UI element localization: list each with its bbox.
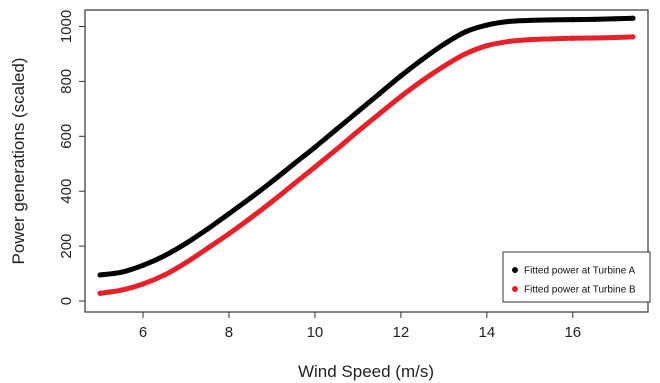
data-point-turbine-b — [548, 36, 554, 42]
x-tick-label: 14 — [478, 324, 495, 341]
y-tick-label: 600 — [58, 124, 75, 149]
x-axis: 6 8 10 12 14 16 — [139, 312, 581, 341]
data-point-turbine-a — [333, 126, 340, 133]
data-point-turbine-a — [462, 29, 468, 35]
data-point-turbine-b — [333, 146, 340, 153]
data-point-turbine-b — [204, 245, 211, 251]
data-point-turbine-b — [140, 281, 146, 287]
data-point-turbine-b — [527, 37, 533, 43]
data-point-turbine-a — [161, 253, 168, 259]
data-point-turbine-a — [419, 56, 425, 63]
legend: Fitted power at Turbine A Fitted power a… — [502, 251, 651, 303]
data-point-turbine-b — [591, 35, 597, 41]
data-point-turbine-a — [355, 108, 361, 115]
data-point-turbine-a — [247, 195, 254, 201]
data-point-turbine-b — [613, 34, 619, 41]
data-point-turbine-a — [183, 240, 189, 246]
y-tick-label: 0 — [58, 297, 75, 305]
legend-marker-turbine-a — [512, 267, 518, 273]
data-point-turbine-b — [376, 111, 382, 117]
legend-label-turbine-a: Fitted power at Turbine A — [524, 266, 636, 277]
x-tick-label: 16 — [564, 324, 581, 341]
y-tick-label: 800 — [58, 69, 75, 94]
data-point-turbine-b — [290, 181, 297, 187]
data-point-turbine-a — [570, 17, 576, 23]
y-tick-label: 200 — [58, 234, 75, 259]
data-point-turbine-b — [183, 259, 189, 266]
data-point-turbine-b — [630, 34, 636, 40]
data-point-turbine-a — [312, 144, 318, 150]
data-point-turbine-a — [290, 161, 297, 167]
data-point-turbine-a — [118, 269, 125, 275]
data-point-turbine-b — [161, 272, 168, 278]
data-point-turbine-b — [462, 51, 468, 57]
data-point-turbine-a — [630, 15, 636, 21]
data-point-turbine-a — [269, 178, 275, 185]
data-point-turbine-b — [484, 43, 490, 49]
data-point-turbine-b — [97, 290, 103, 296]
series-layer — [97, 15, 636, 296]
y-tick-label: 400 — [58, 179, 75, 204]
data-point-turbine-b — [505, 38, 511, 45]
data-point-turbine-b — [570, 35, 576, 41]
data-point-turbine-a — [140, 262, 146, 268]
data-point-turbine-b — [419, 77, 425, 84]
y-axis-label: Power generations (scaled) — [9, 58, 28, 265]
y-tick-label: 1000 — [58, 10, 75, 43]
data-point-turbine-b — [226, 231, 232, 237]
data-point-turbine-a — [613, 16, 619, 22]
x-tick-label: 10 — [307, 324, 324, 341]
data-point-turbine-a — [441, 41, 447, 47]
data-point-turbine-a — [226, 211, 232, 217]
data-point-turbine-b — [441, 63, 447, 69]
x-tick-label: 12 — [393, 324, 410, 341]
legend-box — [502, 251, 651, 303]
data-point-turbine-b — [355, 128, 361, 134]
data-point-turbine-b — [312, 164, 318, 170]
x-axis-label: Wind Speed (m/s) — [298, 362, 434, 381]
data-point-turbine-a — [204, 226, 211, 232]
data-point-turbine-a — [505, 18, 511, 25]
legend-marker-turbine-b — [512, 286, 518, 292]
data-point-turbine-a — [398, 73, 404, 79]
data-point-turbine-a — [527, 17, 533, 24]
data-point-turbine-b — [118, 287, 125, 293]
y-axis: 0 200 400 600 800 1000 — [58, 10, 85, 305]
data-point-turbine-a — [376, 91, 382, 97]
data-point-turbine-b — [398, 93, 404, 100]
x-tick-label: 8 — [225, 324, 233, 341]
legend-label-turbine-b: Fitted power at Turbine B — [524, 285, 636, 296]
data-point-turbine-a — [591, 16, 597, 22]
data-point-turbine-b — [269, 199, 275, 205]
data-point-turbine-a — [548, 17, 554, 23]
data-point-turbine-a — [484, 22, 490, 28]
data-point-turbine-b — [247, 215, 254, 221]
x-tick-label: 6 — [139, 324, 147, 341]
data-point-turbine-a — [97, 272, 103, 278]
